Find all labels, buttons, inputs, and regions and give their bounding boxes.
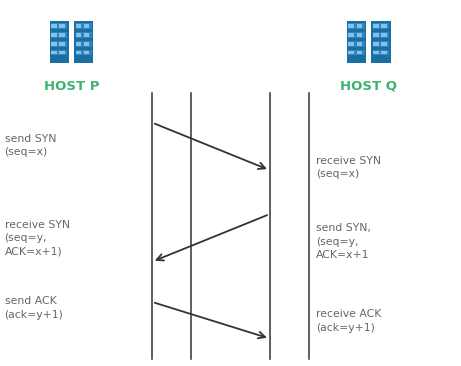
FancyBboxPatch shape (373, 41, 389, 46)
FancyBboxPatch shape (84, 33, 89, 37)
FancyBboxPatch shape (59, 42, 65, 46)
FancyBboxPatch shape (51, 41, 67, 46)
Text: HOST P: HOST P (44, 79, 99, 93)
FancyBboxPatch shape (347, 21, 366, 63)
FancyBboxPatch shape (76, 33, 81, 37)
FancyBboxPatch shape (381, 42, 387, 46)
FancyBboxPatch shape (356, 42, 362, 46)
Text: send ACK
(ack=y+1): send ACK (ack=y+1) (5, 296, 64, 320)
FancyBboxPatch shape (349, 49, 365, 55)
FancyBboxPatch shape (349, 24, 354, 28)
FancyBboxPatch shape (349, 42, 354, 46)
FancyBboxPatch shape (76, 32, 92, 38)
FancyBboxPatch shape (84, 42, 89, 46)
FancyBboxPatch shape (381, 51, 387, 55)
FancyBboxPatch shape (51, 23, 67, 29)
FancyBboxPatch shape (76, 23, 92, 29)
FancyBboxPatch shape (51, 49, 67, 55)
FancyBboxPatch shape (76, 42, 81, 46)
Text: receive ACK
(ack=y+1): receive ACK (ack=y+1) (316, 309, 381, 333)
FancyBboxPatch shape (76, 24, 81, 28)
FancyBboxPatch shape (349, 32, 365, 38)
Text: receive SYN
(seq=y,
ACK=x+1): receive SYN (seq=y, ACK=x+1) (5, 220, 70, 257)
FancyBboxPatch shape (356, 51, 362, 55)
FancyBboxPatch shape (59, 24, 65, 28)
FancyBboxPatch shape (373, 49, 389, 55)
FancyBboxPatch shape (373, 23, 389, 29)
FancyBboxPatch shape (373, 24, 378, 28)
FancyBboxPatch shape (84, 51, 89, 55)
Text: HOST Q: HOST Q (340, 79, 397, 93)
Text: send SYN
(seq=x): send SYN (seq=x) (5, 134, 56, 157)
FancyBboxPatch shape (76, 49, 92, 55)
FancyBboxPatch shape (373, 33, 378, 37)
FancyBboxPatch shape (51, 33, 57, 37)
FancyBboxPatch shape (76, 51, 81, 55)
FancyBboxPatch shape (51, 24, 57, 28)
FancyBboxPatch shape (59, 33, 65, 37)
FancyBboxPatch shape (356, 24, 362, 28)
FancyBboxPatch shape (84, 24, 89, 28)
FancyBboxPatch shape (349, 33, 354, 37)
FancyBboxPatch shape (51, 42, 57, 46)
FancyBboxPatch shape (51, 32, 67, 38)
FancyBboxPatch shape (373, 51, 378, 55)
FancyBboxPatch shape (381, 24, 387, 28)
FancyBboxPatch shape (349, 51, 354, 55)
FancyBboxPatch shape (356, 33, 362, 37)
FancyBboxPatch shape (372, 21, 391, 63)
Text: receive SYN
(seq=x): receive SYN (seq=x) (316, 156, 381, 179)
FancyBboxPatch shape (76, 41, 92, 46)
FancyBboxPatch shape (59, 51, 65, 55)
FancyBboxPatch shape (373, 32, 389, 38)
FancyBboxPatch shape (349, 23, 365, 29)
FancyBboxPatch shape (349, 41, 365, 46)
FancyBboxPatch shape (381, 33, 387, 37)
FancyBboxPatch shape (74, 21, 93, 63)
FancyBboxPatch shape (50, 21, 69, 63)
FancyBboxPatch shape (51, 51, 57, 55)
Text: send SYN,
(seq=y,
ACK=x+1: send SYN, (seq=y, ACK=x+1 (316, 223, 371, 261)
FancyBboxPatch shape (373, 42, 378, 46)
